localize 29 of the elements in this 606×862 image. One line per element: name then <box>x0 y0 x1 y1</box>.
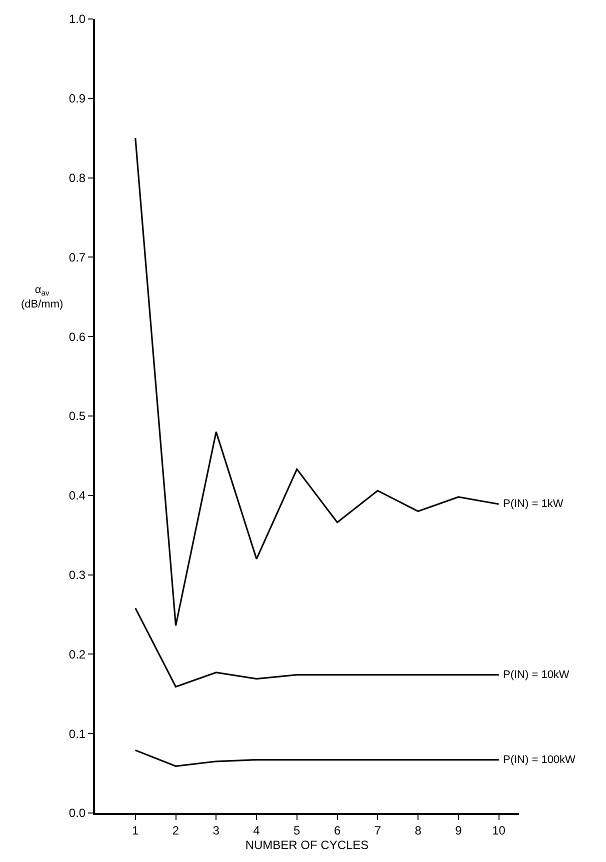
x-tick-label: 6 <box>334 823 341 838</box>
x-tick-label: 1 <box>132 823 140 838</box>
y-tick-label: 0.5 <box>68 409 86 424</box>
y-tick-label: 0.8 <box>68 171 86 185</box>
y-tick-label: 0.9 <box>68 92 86 106</box>
y-axis-title: α$_{av}$ (dB/mm) <box>21 284 64 310</box>
y-tick-label: 0.0 <box>68 806 86 820</box>
x-tick-label: 3 <box>212 823 220 838</box>
x-tick-label: 5 <box>294 823 301 838</box>
line-series <box>134 607 500 688</box>
series-label: P(IN) = 10kW <box>503 669 570 681</box>
series-label: P(IN) = 1kW <box>503 498 564 510</box>
x-tick-label: 8 <box>414 823 422 838</box>
line-series <box>134 137 500 626</box>
y-tick-label: 0.7 <box>68 250 86 264</box>
series-label: P(IN) = 100kW <box>503 754 576 766</box>
x-tick-label: 10 <box>492 823 506 838</box>
y-tick-label: 1.0 <box>68 12 86 26</box>
line-series <box>134 749 500 767</box>
y-tick-label: 0.3 <box>68 568 86 582</box>
y-tick-label: 0.2 <box>68 647 86 662</box>
x-axis-title: NUMBER OF CYCLES <box>245 838 369 852</box>
x-tick-label: 9 <box>455 823 462 838</box>
x-tick-label: 7 <box>374 823 382 838</box>
x-tick-label: 2 <box>172 823 180 838</box>
y-tick-label: 0.6 <box>68 330 86 344</box>
x-tick-label: 4 <box>253 823 260 838</box>
y-tick-label: 0.1 <box>68 726 86 741</box>
y-tick-label: 0.4 <box>68 488 86 503</box>
